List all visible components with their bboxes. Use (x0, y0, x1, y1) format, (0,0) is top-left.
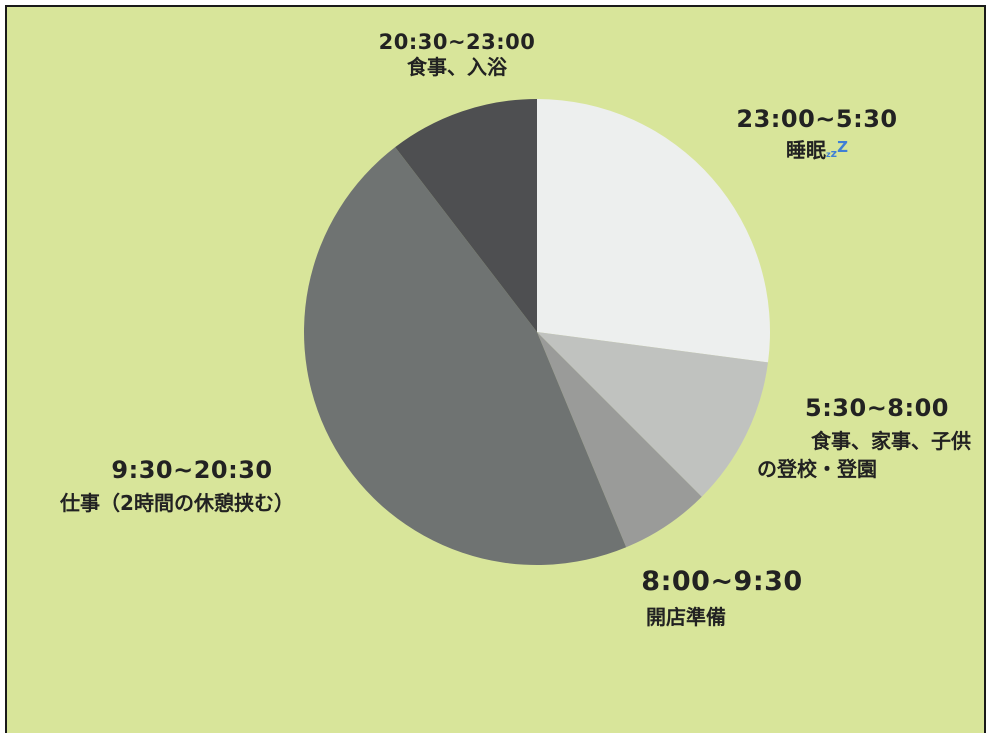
slice-morning (537, 332, 769, 497)
slice-desc: 開店準備 (646, 604, 726, 629)
pie-chart (304, 99, 770, 565)
slice-time: 5:30~8:00 (805, 394, 949, 422)
zzz-icon: zzZ (826, 138, 848, 160)
slice-time: 8:00~9:30 (641, 566, 803, 597)
slice-desc: 睡眠 (786, 138, 827, 162)
slice-sleep (537, 99, 770, 363)
slice-label-sleep: 23:00~5:30 睡眠zzZ (707, 104, 927, 163)
slice-desc-line2: の登校・登園 (757, 457, 877, 481)
slice-desc-line1: 食事、家事、子供 (811, 429, 971, 453)
slice-label-dinner: 20:30~23:00 食事、入浴 (337, 29, 577, 80)
slice-time: 23:00~5:30 (736, 105, 898, 133)
slice-label-prep: 8:00~9:30 開店準備 (632, 565, 812, 630)
slice-label-morning: 5:30~8:00 食事、家事、子供 の登校・登園 (757, 393, 977, 482)
slice-desc: 仕事（2時間の休憩挟む） (60, 491, 294, 515)
slice-dinner (395, 99, 537, 332)
slice-time: 9:30~20:30 (111, 456, 273, 484)
slice-label-work: 9:30~20:30 仕事（2時間の休憩挟む） (17, 455, 337, 516)
slice-work (304, 147, 627, 565)
slice-time: 20:30~23:00 (378, 30, 536, 54)
chart-area: 20:30~23:00 食事、入浴 23:00~5:30 睡眠zzZ 5:30~… (5, 5, 986, 733)
slice-prep (537, 332, 702, 548)
slice-desc: 食事、入浴 (407, 55, 507, 80)
